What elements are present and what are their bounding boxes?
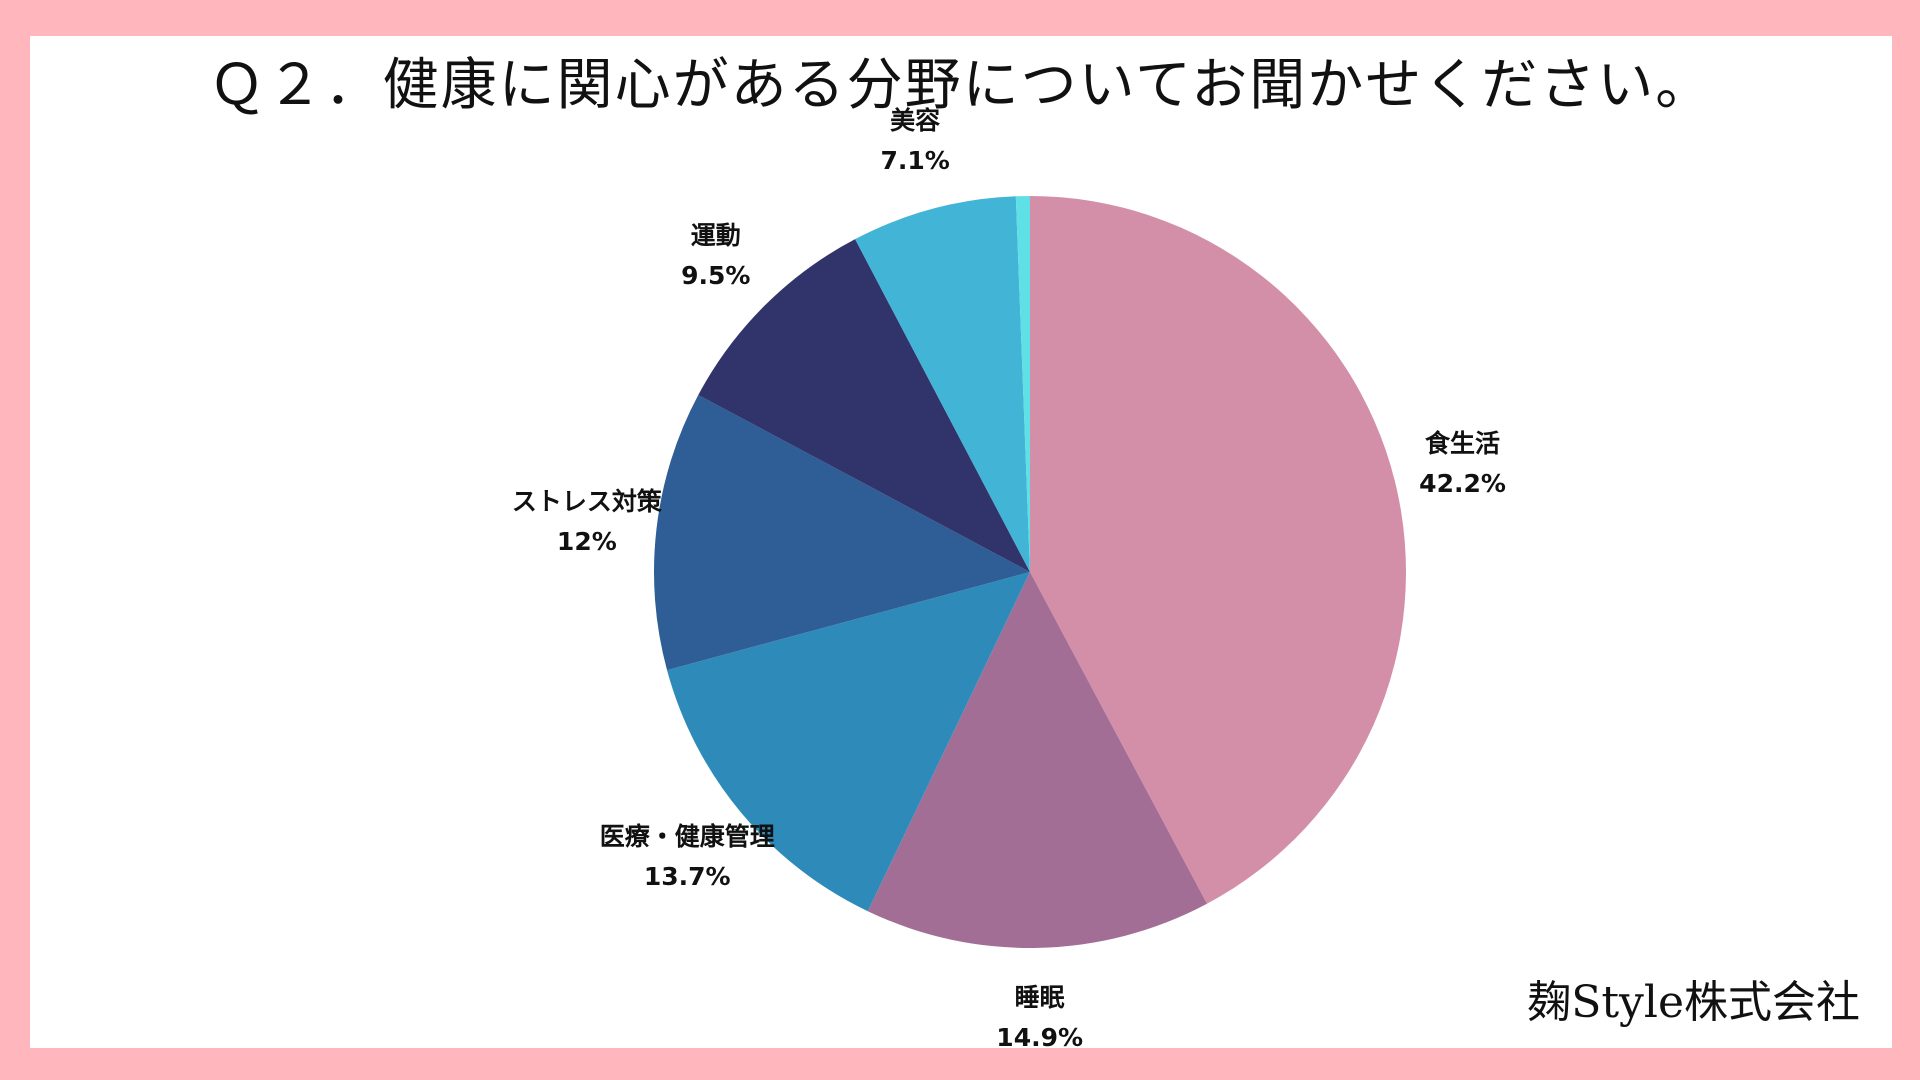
pie-slice [867,572,1207,949]
slice-category: 美容 [890,106,941,136]
slice-value: 13.7% [643,862,731,892]
slice-category: ストレス対策 [511,486,662,516]
pie-slice [653,395,1030,671]
slice-label: 運動 9.5% [681,216,750,296]
slice-category: 医療・健康管理 [599,822,775,852]
pie-slice [1015,196,1030,572]
slice-value: 7.1% [880,146,950,176]
slice-value: 9.5% [681,260,751,290]
slice-label: 食生活 42.2% [1419,424,1506,504]
slice-category: 運動 [690,220,741,250]
slice-label: 美容 7.1% [881,101,950,181]
slice-label: ストレス対策 12% [512,482,662,562]
slice-label: 睡眠 14.9% [996,978,1083,1058]
pie-slice [1030,196,1406,904]
slice-category: 食生活 [1425,428,1501,458]
slice-value: 14.9% [996,1022,1084,1052]
slice-label: 医療・健康管理 13.7% [600,817,775,897]
slice-value: 12% [556,526,617,556]
pie-slice [667,572,1030,912]
pie-slice [698,239,1030,573]
company-name: 麹Style株式会社 [1527,977,1860,1028]
chart-title: Ｑ２．健康に関心がある分野についてお聞かせください。 [208,53,1714,118]
pie-slice [855,196,1030,572]
slice-category: 睡眠 [1014,982,1065,1012]
slice-value: 42.2% [1419,468,1506,498]
